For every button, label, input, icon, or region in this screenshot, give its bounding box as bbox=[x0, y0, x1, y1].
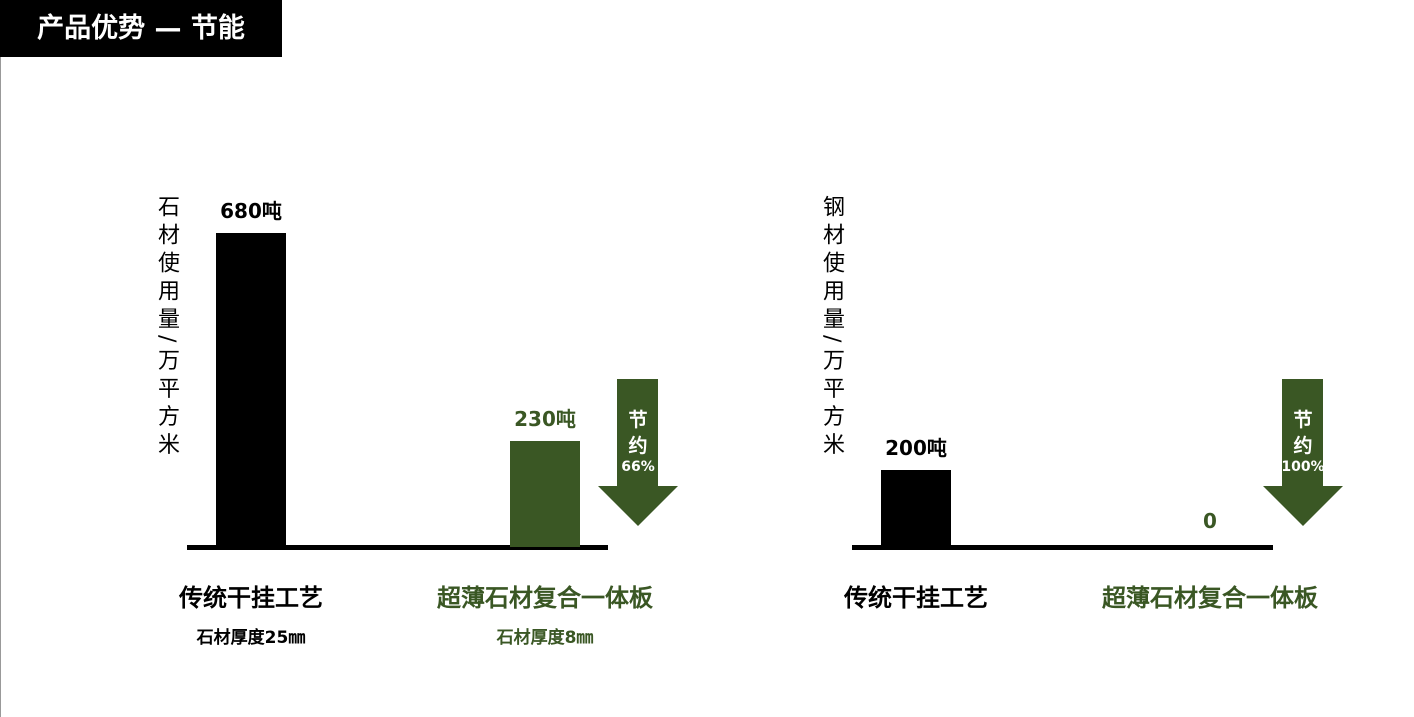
savings-arrow: 节约 100% bbox=[1263, 379, 1343, 526]
category-label: 传统干挂工艺 bbox=[844, 584, 988, 612]
page-title: 产品优势 — 节能 bbox=[0, 0, 282, 57]
arrow-shaft bbox=[617, 379, 658, 487]
bar-traditional bbox=[881, 470, 951, 547]
value-label: 230吨 bbox=[514, 406, 576, 431]
arrow-head bbox=[598, 486, 678, 526]
sublabel: 石材厚度8㎜ bbox=[496, 628, 594, 648]
y-axis-label: 石材使用量/万平方米 bbox=[154, 195, 179, 461]
arrow-head bbox=[1263, 486, 1343, 526]
divider bbox=[0, 57, 1, 717]
savings-label: 约 bbox=[1293, 435, 1313, 457]
bar-traditional bbox=[216, 233, 286, 547]
arrow-shaft bbox=[1282, 379, 1323, 487]
y-axis-label: 钢材使用量/万平方米 bbox=[819, 195, 844, 461]
value-label: 0 bbox=[1203, 509, 1217, 533]
savings-percent: 100% bbox=[1281, 459, 1325, 475]
sublabel: 石材厚度25㎜ bbox=[196, 628, 306, 648]
savings-label: 约 bbox=[628, 435, 648, 457]
x-axis-line bbox=[187, 545, 608, 550]
value-label: 680吨 bbox=[220, 199, 282, 223]
savings-label: 节 bbox=[1293, 409, 1313, 431]
savings-label: 节 bbox=[628, 409, 648, 431]
category-label: 超薄石材复合一体板 bbox=[1102, 584, 1318, 612]
savings-arrow: 节约 66% bbox=[598, 379, 678, 526]
bar-composite bbox=[510, 440, 580, 547]
category-label: 超薄石材复合一体板 bbox=[437, 584, 653, 612]
category-label: 传统干挂工艺 bbox=[179, 584, 323, 612]
savings-percent: 66% bbox=[621, 459, 655, 475]
x-axis-line bbox=[852, 545, 1273, 550]
value-label: 200吨 bbox=[885, 436, 947, 460]
